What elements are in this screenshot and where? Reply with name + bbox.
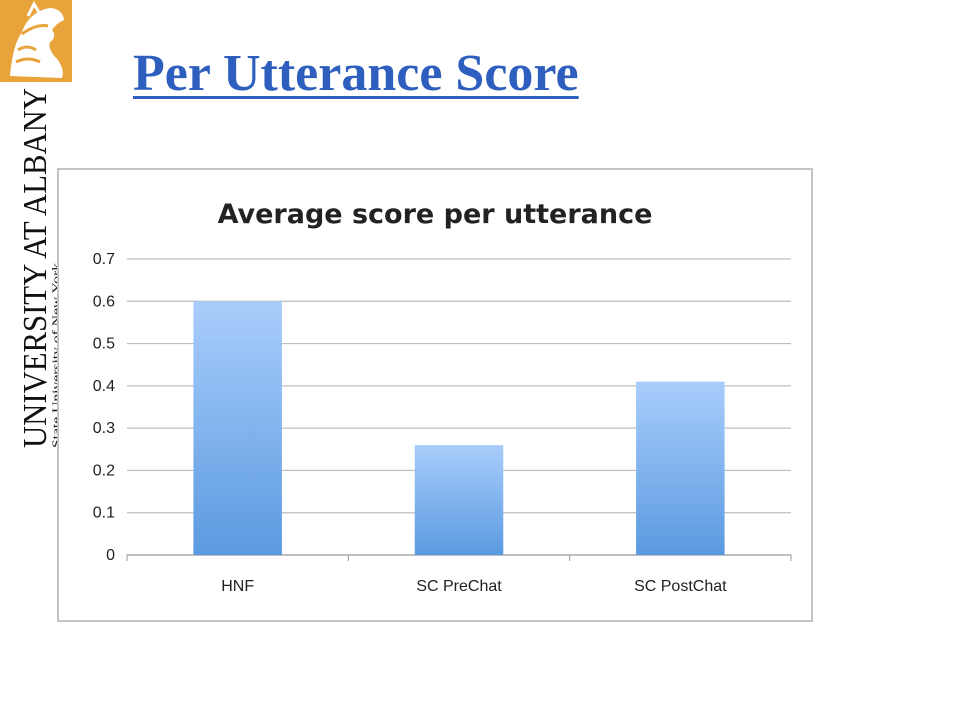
university-wordmark: UNIVERSITY AT ALBANY State University of…: [17, 88, 63, 448]
y-tick-label: 0.6: [93, 293, 115, 310]
y-tick-label: 0.5: [93, 336, 115, 353]
minerva-head-icon: [0, 0, 72, 82]
bar-chart: Average score per utterance 0 0.1 0.2 0.3 0.…: [93, 199, 792, 595]
y-tick-label: 0.7: [93, 251, 115, 268]
bar-hnf: [193, 301, 282, 555]
x-category-label: SC PreChat: [416, 578, 502, 595]
x-category-label: SC PostChat: [634, 578, 727, 595]
chart-title: Average score per utterance: [218, 199, 653, 230]
page-title: Per Utterance Score: [133, 45, 579, 102]
bar-sc-prechat: [414, 445, 504, 555]
y-tick-label: 0.4: [93, 378, 115, 395]
y-tick-label: 0.3: [93, 420, 115, 437]
y-tick-label: 0.2: [93, 462, 115, 479]
y-tick-label: 0.1: [93, 505, 115, 522]
bar-sc-postchat: [636, 381, 725, 555]
y-tick-label: 0: [106, 547, 115, 564]
x-category-label: HNF: [221, 578, 254, 595]
wordmark-main: UNIVERSITY AT ALBANY: [17, 88, 54, 448]
chart-frame: Average score per utterance 0 0.1 0.2 0.3 0.…: [57, 168, 813, 622]
